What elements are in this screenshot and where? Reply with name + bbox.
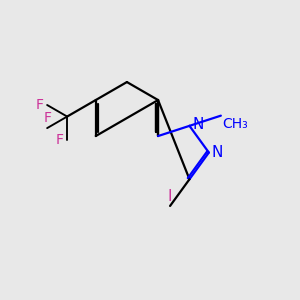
Text: F: F — [35, 98, 44, 112]
Text: F: F — [43, 111, 51, 125]
Text: I: I — [168, 188, 172, 203]
Text: F: F — [56, 133, 64, 147]
Text: N: N — [212, 145, 223, 160]
Text: N: N — [193, 117, 204, 132]
Text: CH₃: CH₃ — [222, 117, 248, 131]
